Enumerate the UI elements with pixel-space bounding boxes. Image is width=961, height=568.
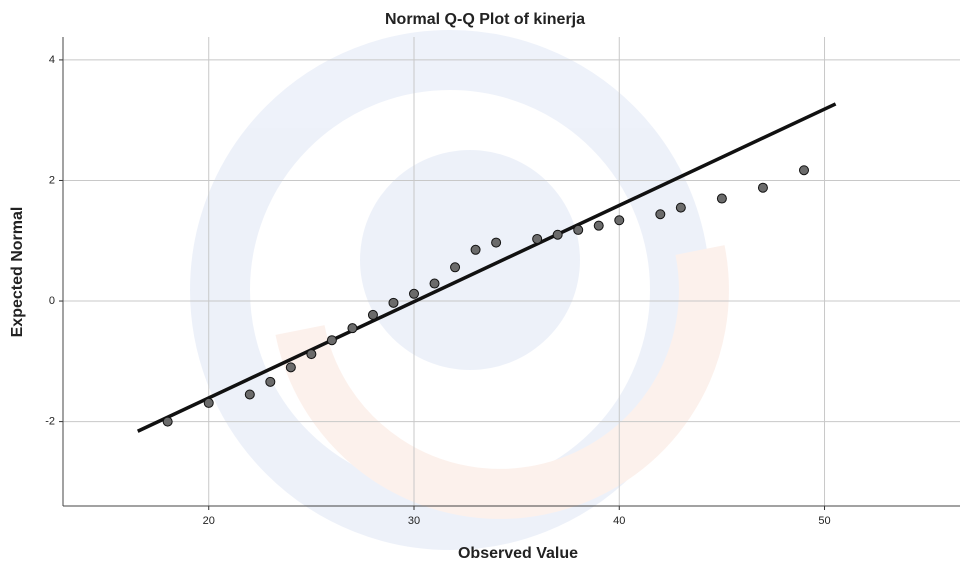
data-point xyxy=(757,182,768,193)
x-tick-label: 30 xyxy=(408,515,420,527)
data-point xyxy=(409,288,419,299)
data-point xyxy=(655,209,666,220)
y-tick-label: 0 xyxy=(49,295,55,307)
y-tick-label: 4 xyxy=(49,54,55,66)
data-point xyxy=(799,165,809,176)
x-tick-label: 40 xyxy=(613,515,625,527)
data-point xyxy=(285,362,296,373)
data-point xyxy=(675,202,686,213)
data-point xyxy=(306,349,317,360)
x-tick-label: 20 xyxy=(203,515,215,527)
data-point xyxy=(244,389,255,400)
watermark xyxy=(190,30,729,550)
data-point xyxy=(429,278,440,289)
data-point xyxy=(491,237,502,248)
y-tick-label: 2 xyxy=(49,174,55,186)
data-point xyxy=(347,323,358,334)
data-point xyxy=(716,193,727,204)
data-point xyxy=(593,220,604,231)
data-point xyxy=(573,224,584,235)
data-point xyxy=(388,297,399,308)
y-axis-label: Expected Normal xyxy=(9,207,26,338)
data-point xyxy=(532,233,543,244)
data-point xyxy=(450,262,461,273)
data-point xyxy=(203,397,214,408)
data-point xyxy=(552,229,563,240)
data-point xyxy=(162,416,173,427)
reference-line xyxy=(136,102,837,433)
data-point xyxy=(326,335,337,346)
data-point xyxy=(614,215,625,226)
x-axis-label: Observed Value xyxy=(458,545,578,562)
x-tick-label: 50 xyxy=(818,515,830,527)
data-point xyxy=(470,244,481,255)
data-point xyxy=(367,309,378,320)
y-tick-label: -2 xyxy=(45,416,55,428)
data-point xyxy=(265,376,276,387)
chart-title: Normal Q-Q Plot of kinerja xyxy=(385,11,585,28)
